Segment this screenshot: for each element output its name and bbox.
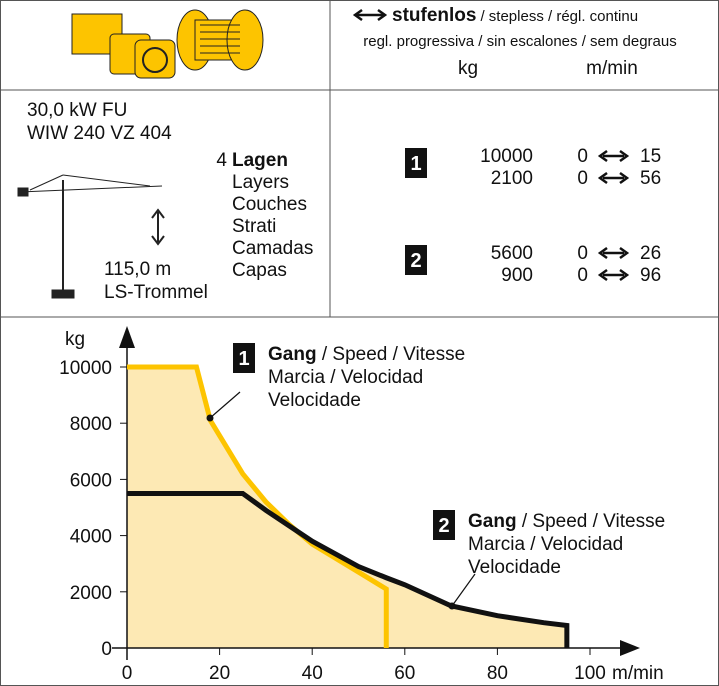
leader-dot bbox=[207, 415, 214, 422]
speed-max: 96 bbox=[640, 265, 661, 286]
speed-max: 56 bbox=[640, 168, 661, 189]
load: 5600 bbox=[491, 243, 533, 264]
model: WIW 240 VZ 404 bbox=[27, 123, 172, 144]
annotation-text: Velocidade bbox=[468, 557, 561, 578]
y-axis-arrow bbox=[119, 326, 135, 348]
mode: stufenlos bbox=[392, 5, 476, 26]
x-tick-label: 0 bbox=[122, 663, 133, 684]
gear-badge-label: 2 bbox=[438, 515, 449, 537]
speed-max: 26 bbox=[640, 243, 661, 264]
layer-translation: Strati bbox=[232, 216, 276, 237]
x-tick-label: 60 bbox=[394, 663, 415, 684]
y-tick-label: 6000 bbox=[70, 470, 112, 491]
mode-line2: regl. progressiva / sin escalones / sem … bbox=[363, 33, 676, 50]
y-tick-label: 4000 bbox=[70, 527, 112, 548]
mode-translations: / stepless / régl. continu bbox=[480, 8, 638, 25]
annotation-text: Velocidade bbox=[268, 390, 361, 411]
layers-title: Lagen bbox=[232, 150, 288, 171]
y-tick-label: 8000 bbox=[70, 414, 112, 435]
annotation-text: / Speed / Vitesse bbox=[317, 344, 466, 365]
mode-arrow bbox=[355, 10, 385, 20]
x-axis-arrow bbox=[620, 640, 640, 656]
speed-min: 0 bbox=[577, 146, 588, 167]
gear-badge-label: 1 bbox=[410, 153, 421, 175]
y-tick-label: 0 bbox=[101, 639, 112, 660]
gear-badge-label: 2 bbox=[410, 250, 421, 272]
speed-min: 0 bbox=[577, 265, 588, 286]
mode-line: stufenlos/ stepless / régl. continu bbox=[392, 5, 638, 26]
y-tick-label: 2000 bbox=[70, 583, 112, 604]
annotation: Gang / Speed / Vitesse bbox=[468, 511, 665, 532]
layer-translation: Capas bbox=[232, 260, 287, 281]
gear-badge-label: 1 bbox=[238, 348, 249, 370]
power: 30,0 kW FU bbox=[27, 100, 127, 121]
layers-count: 4 bbox=[216, 150, 227, 171]
x-tick-label: 100 bbox=[574, 663, 606, 684]
layer-translation: Layers bbox=[232, 172, 289, 193]
y-axis-label: kg bbox=[65, 329, 85, 350]
datasheet: stufenlos/ stepless / régl. continu regl… bbox=[0, 0, 719, 686]
drum: LS-Trommel bbox=[104, 282, 208, 303]
annotation: Gang / Speed / Vitesse bbox=[268, 344, 465, 365]
column-header: kg bbox=[458, 58, 478, 79]
page: stufenlos/ stepless / régl. continu regl… bbox=[0, 0, 719, 686]
y-tick-label: 10000 bbox=[59, 358, 112, 379]
annotation-text: Marcia / Velocidad bbox=[268, 367, 423, 388]
speed-min: 0 bbox=[577, 168, 588, 189]
speed-max: 15 bbox=[640, 146, 661, 167]
column-header: m/min bbox=[586, 58, 638, 79]
layer-translation: Camadas bbox=[232, 238, 313, 259]
x-axis-label: m/min bbox=[612, 663, 664, 684]
winch-icon bbox=[72, 10, 263, 78]
legend-entry: Gang bbox=[468, 511, 517, 532]
x-tick-label: 20 bbox=[209, 663, 230, 684]
load: 2100 bbox=[491, 168, 533, 189]
leader-dot bbox=[449, 603, 456, 610]
annotation-text: / Speed / Vitesse bbox=[517, 511, 666, 532]
load: 900 bbox=[501, 265, 533, 286]
x-tick-label: 80 bbox=[487, 663, 508, 684]
x-tick-label: 40 bbox=[302, 663, 323, 684]
layer-translation: Couches bbox=[232, 194, 307, 215]
leader-line bbox=[210, 392, 240, 418]
chart: 0 2000 4000 6000 8000 10000 0 20 40 60 80 100 kg m/mi… bbox=[59, 326, 665, 684]
load: 10000 bbox=[480, 146, 533, 167]
legend-entry: Gang bbox=[268, 344, 317, 365]
rope-length: 115,0 m bbox=[104, 259, 171, 280]
speed-min: 0 bbox=[577, 243, 588, 264]
annotation-text: Marcia / Velocidad bbox=[468, 534, 623, 555]
leader-line bbox=[452, 574, 475, 606]
